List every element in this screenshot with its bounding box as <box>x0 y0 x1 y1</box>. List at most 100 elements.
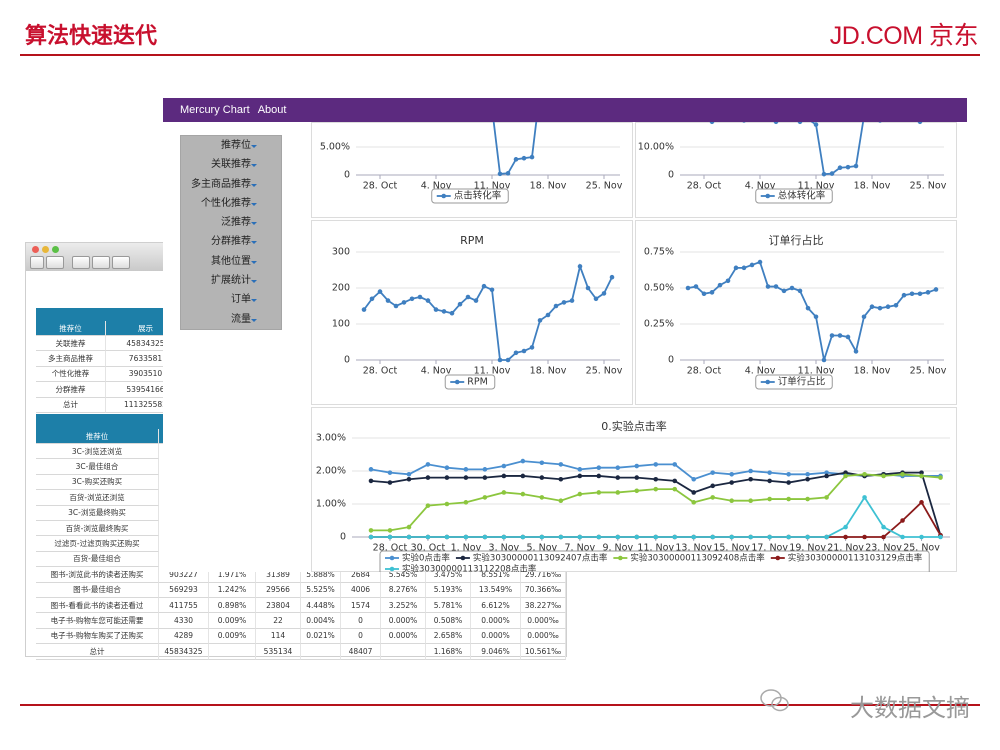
x-tick-label: 18. Nov <box>530 366 567 377</box>
table-cell: 0.009% <box>209 613 256 629</box>
data-point <box>845 334 851 340</box>
sidebar-item[interactable]: 分群推荐 <box>181 232 281 251</box>
table-cell: 个性化推荐 <box>36 366 106 383</box>
data-point <box>577 534 583 540</box>
y-tick-label: 0 <box>340 532 346 543</box>
legend-label: 实验30300000113092407点击率 <box>473 553 608 564</box>
brand[interactable]: Mercury Chart <box>180 104 250 116</box>
sidebar-item[interactable]: 流量 <box>181 310 281 329</box>
chart-panel: 0.实验点击率 0 1.00% 2.00% 3.00% 28. Oct 30. Oct 1. … <box>311 407 957 572</box>
sidebar-item[interactable]: 多主商品推荐 <box>181 175 281 194</box>
data-point <box>558 462 564 467</box>
data-point <box>786 472 791 477</box>
table-cell: 3C-最佳组合 <box>36 459 159 475</box>
table-cell: 图书-最佳组合 <box>36 582 159 598</box>
legend-item: 点击转化率 <box>436 190 502 202</box>
data-point <box>797 122 803 125</box>
table-cell: 5.781% <box>426 598 471 614</box>
sidebar-item[interactable]: 泛推荐 <box>181 213 281 232</box>
data-point <box>368 467 374 472</box>
legend-symbol-dot <box>775 555 781 561</box>
sidebar-item[interactable]: 订单 <box>181 290 281 309</box>
data-point <box>601 291 607 296</box>
zoom-button[interactable] <box>52 246 59 253</box>
data-point <box>786 496 791 502</box>
table-cell: 过滤页-过滤页购买还购买 <box>36 536 159 552</box>
toolbar-button[interactable] <box>30 256 44 269</box>
data-point <box>843 524 848 530</box>
x-tick-label: 1. Nov <box>451 543 482 554</box>
data-point <box>387 534 393 540</box>
data-point <box>829 333 835 338</box>
close-button[interactable] <box>32 246 39 253</box>
data-point <box>466 89 471 94</box>
forward-button[interactable] <box>112 256 130 269</box>
minimize-button[interactable] <box>42 246 49 253</box>
table-cell: 29.716‰ <box>521 567 566 583</box>
x-tick-label: 25. Nov <box>910 181 947 192</box>
data-point <box>729 498 734 504</box>
table-cell: 0.000% <box>381 613 426 629</box>
data-point <box>385 298 391 303</box>
data-point <box>465 294 471 300</box>
table-cell: 0.000% <box>381 628 426 645</box>
table-cell: 0 <box>341 628 381 645</box>
toolbar-button[interactable] <box>46 256 64 269</box>
data-point <box>406 534 412 540</box>
data-point <box>387 480 393 485</box>
data-point <box>767 534 772 540</box>
data-point <box>881 524 886 530</box>
data-point <box>919 470 924 475</box>
panel-bg <box>311 407 957 572</box>
data-point <box>529 345 535 350</box>
data-point <box>767 470 772 475</box>
data-point <box>361 307 367 312</box>
sidebar-item[interactable]: 推荐位 <box>181 136 281 155</box>
data-point <box>786 534 791 540</box>
data-point <box>570 89 575 94</box>
data-point <box>387 528 393 533</box>
table-cell: 4289 <box>159 628 209 645</box>
x-tick-label: 5. Nov <box>527 543 558 554</box>
data-point <box>824 534 829 540</box>
data-point <box>449 310 455 316</box>
table-cell: 0.508% <box>426 613 471 629</box>
data-point <box>742 122 746 123</box>
x-tick-label: 11. Nov <box>474 181 511 192</box>
data-point <box>596 490 602 495</box>
data-point <box>748 498 753 504</box>
nav-link[interactable]: About <box>257 104 287 116</box>
data-point <box>433 307 439 312</box>
table-cell: 0 <box>341 613 381 629</box>
sidebar-item[interactable]: 关联推荐 <box>181 155 281 174</box>
table-header-cell: 推荐位 <box>36 429 159 444</box>
data-point <box>634 488 640 494</box>
data-point <box>797 288 803 294</box>
x-tick-label: 11. Nov <box>798 181 835 192</box>
data-point <box>370 89 375 94</box>
sidebar-item[interactable]: 其他位置 <box>181 252 281 271</box>
data-point <box>458 92 463 97</box>
table-cell: 38.227‰ <box>521 598 566 614</box>
sidebar-item[interactable]: 扩展统计 <box>181 271 281 290</box>
table-cell: 1574 <box>341 598 381 614</box>
back-all-button[interactable] <box>92 256 110 269</box>
data-point <box>425 503 431 508</box>
data-point <box>862 534 867 540</box>
table-cell: 0.000% <box>471 628 521 645</box>
back-button[interactable] <box>72 256 90 269</box>
data-point <box>481 283 487 289</box>
legend-symbol-dot <box>765 193 771 199</box>
data-point <box>878 122 882 123</box>
x-tick-label: 11. Nov <box>637 543 674 554</box>
y-tick-label: 200 <box>332 283 350 294</box>
data-point <box>813 122 819 127</box>
data-point <box>444 465 450 471</box>
data-point <box>824 495 829 500</box>
sidebar-item[interactable]: 个性化推荐 <box>181 194 281 213</box>
data-point <box>786 480 791 485</box>
table-cell: 3C-购买还购买 <box>36 474 159 491</box>
x-tick-label: 9. Nov <box>602 543 633 554</box>
legend: 总体转化率 <box>755 188 833 204</box>
